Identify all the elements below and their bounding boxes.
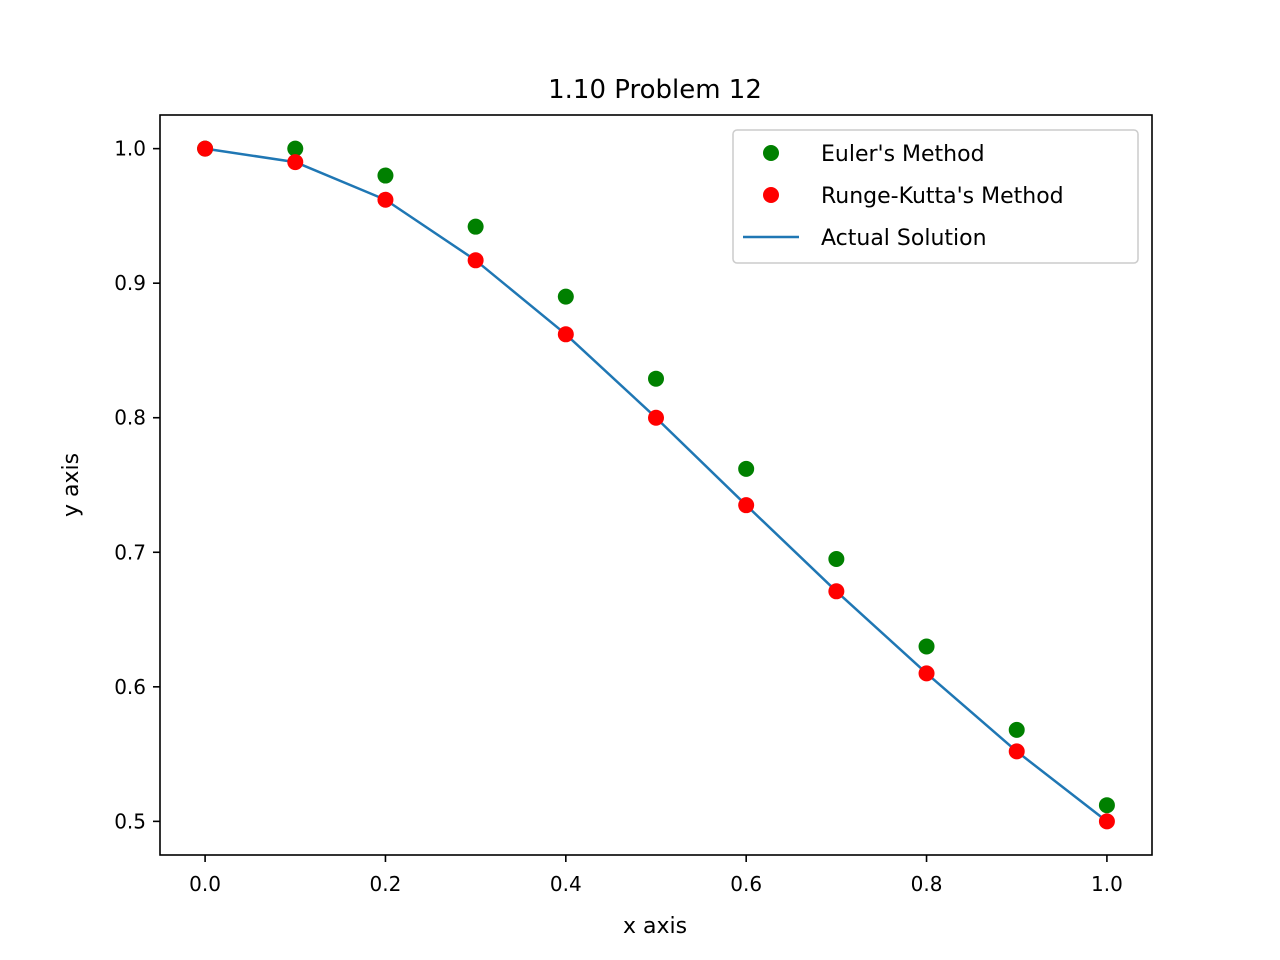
axes-frame bbox=[159, 114, 1153, 856]
data-point-euler bbox=[557, 288, 574, 305]
data-point-euler bbox=[1008, 721, 1025, 738]
plot-area: 0.0 0.2 0.4 0.6 0.8 1.0 0.5 0.6 0.7 0.8 0.9 1.0 bbox=[114, 114, 1153, 896]
legend-marker-swatch bbox=[763, 145, 779, 161]
data-point-runge-kutta bbox=[377, 191, 394, 208]
data-point-euler bbox=[738, 460, 755, 477]
y-tick-label: 0.6 bbox=[114, 675, 146, 699]
data-point-runge-kutta bbox=[918, 665, 935, 682]
data-point-euler bbox=[648, 370, 664, 387]
x-tick-label: 1.0 bbox=[1091, 872, 1123, 896]
data-point-runge-kutta bbox=[738, 497, 755, 514]
y-tick-label: 1.0 bbox=[114, 137, 146, 161]
y-tick-label: 0.7 bbox=[114, 540, 146, 564]
y-tick-label: 0.5 bbox=[114, 809, 146, 833]
legend-label: Runge-Kutta's Method bbox=[821, 184, 1064, 209]
data-point-euler bbox=[828, 551, 845, 567]
data-point-runge-kutta bbox=[287, 154, 304, 171]
x-tick-label: 0.2 bbox=[370, 872, 402, 896]
y-axis-label: y axis bbox=[59, 453, 84, 517]
data-point-euler bbox=[467, 218, 484, 235]
y-tick-label: 0.9 bbox=[114, 271, 146, 295]
x-tick-label: 0.6 bbox=[730, 872, 762, 896]
legend-label: Actual Solution bbox=[821, 226, 987, 251]
data-point-euler bbox=[377, 167, 394, 184]
x-tick-label: 0.4 bbox=[550, 872, 582, 896]
data-point-euler bbox=[1098, 797, 1115, 814]
data-point-runge-kutta bbox=[197, 140, 214, 157]
data-point-runge-kutta bbox=[1098, 813, 1115, 830]
data-point-runge-kutta bbox=[828, 583, 845, 600]
y-tick-label: 0.8 bbox=[114, 406, 146, 430]
legend-marker-swatch bbox=[763, 187, 779, 203]
data-point-runge-kutta bbox=[1008, 743, 1025, 760]
data-point-euler bbox=[918, 638, 935, 655]
legend-label: Euler's Method bbox=[821, 142, 985, 167]
x-tick-label: 0.0 bbox=[189, 872, 221, 896]
data-point-runge-kutta bbox=[467, 252, 484, 269]
data-point-runge-kutta bbox=[648, 409, 664, 426]
chart-title: 1.10 Problem 12 bbox=[548, 75, 762, 105]
x-tick-label: 0.8 bbox=[911, 872, 943, 896]
legend: Euler's Method Runge-Kutta's Method Actual… bbox=[732, 129, 1139, 264]
legend-box bbox=[732, 129, 1139, 264]
data-point-runge-kutta bbox=[557, 326, 574, 343]
data-point-euler bbox=[287, 140, 304, 157]
x-axis-label: x axis bbox=[623, 914, 687, 939]
